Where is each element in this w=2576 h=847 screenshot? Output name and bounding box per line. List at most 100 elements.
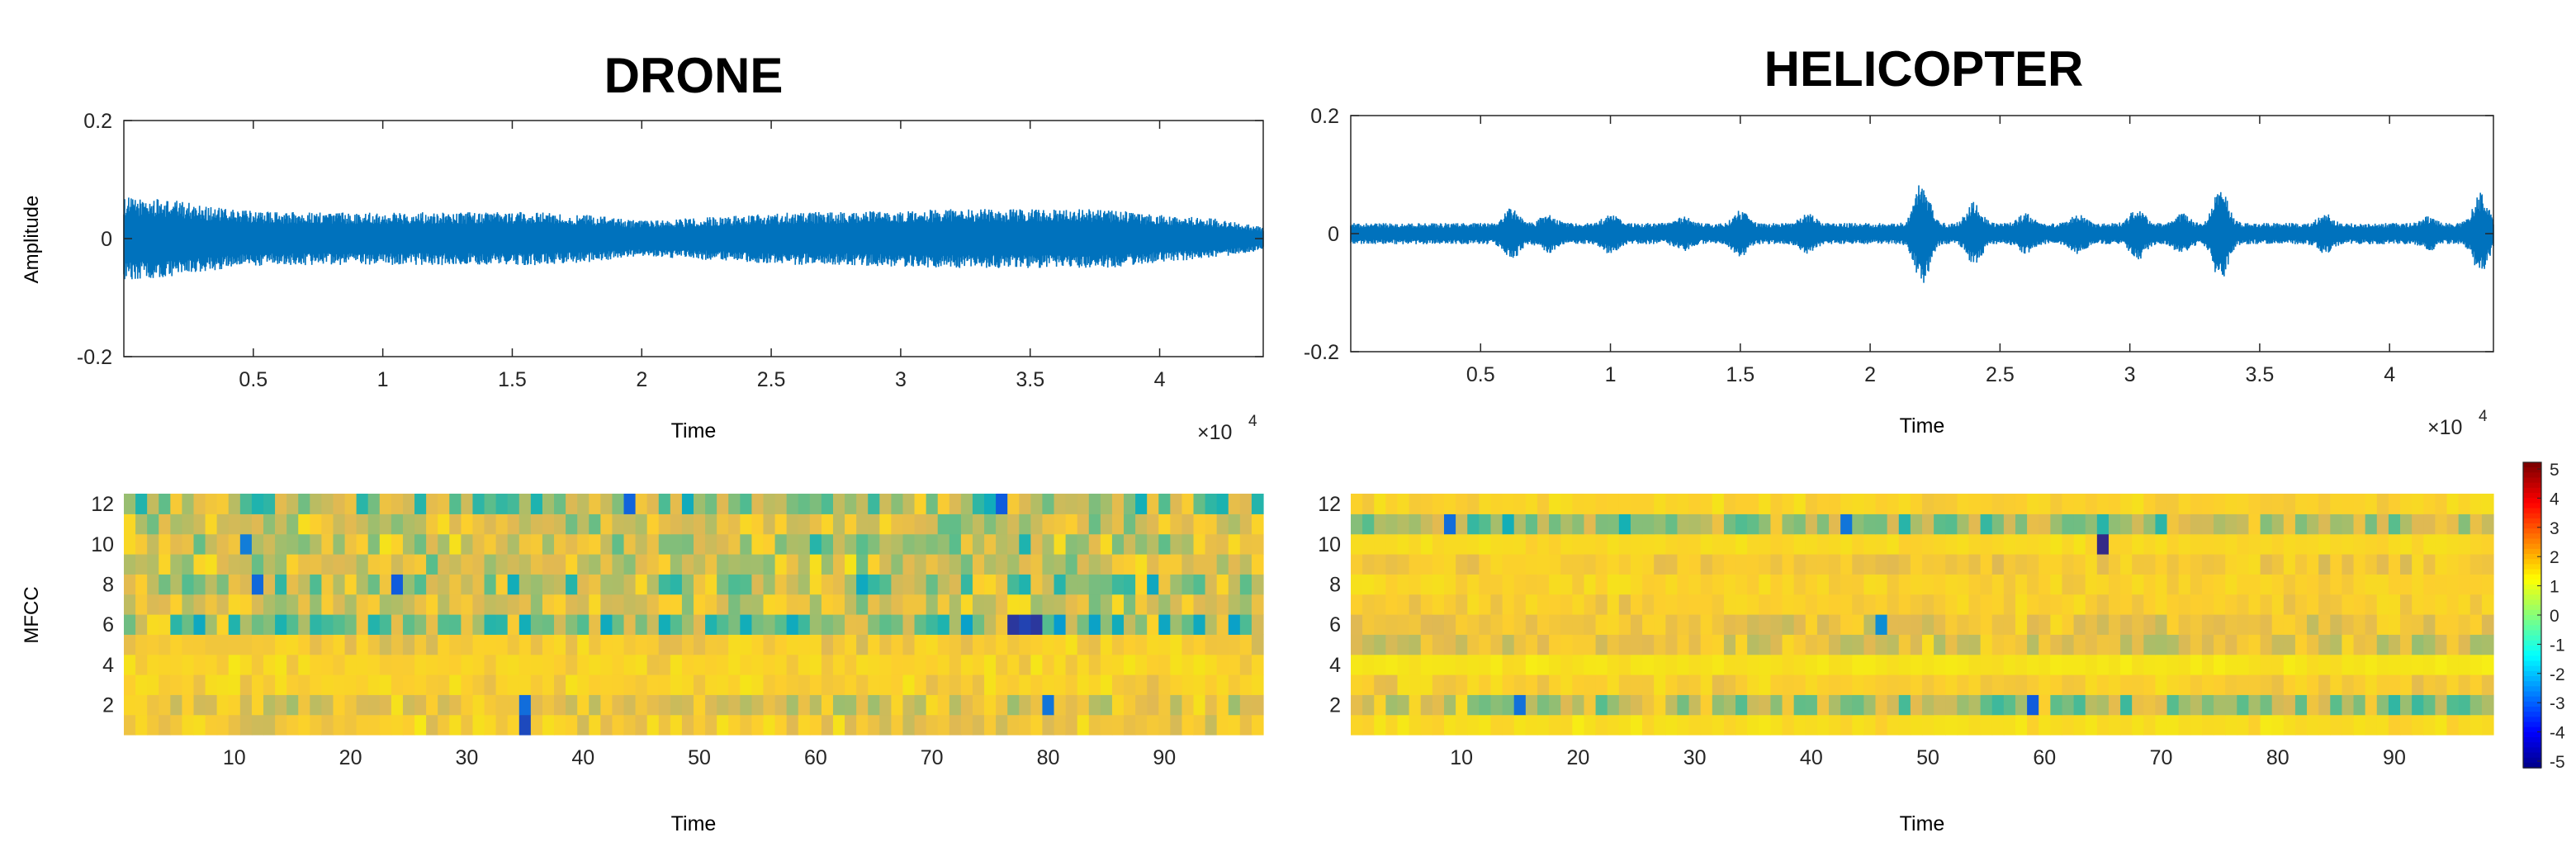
- mfcc-cell: [1770, 634, 1783, 655]
- mfcc-cell: [2166, 594, 2180, 615]
- mfcc-cell: [1030, 674, 1044, 695]
- colorbar-segment: [2523, 554, 2541, 560]
- mfcc-cell: [402, 574, 415, 595]
- mfcc-cell: [1420, 513, 1433, 535]
- mfcc-cell: [1945, 714, 1958, 736]
- mfcc-cell: [2062, 594, 2075, 615]
- mfcc-cell: [937, 614, 950, 635]
- mfcc-cell: [1479, 594, 1492, 615]
- mfcc-cell: [205, 694, 218, 716]
- mfcc-cell: [845, 614, 857, 635]
- mfcc-cell: [519, 513, 532, 535]
- mfcc-cell: [321, 694, 334, 716]
- mfcc-cell: [856, 594, 869, 615]
- mfcc-cell: [1677, 513, 1690, 535]
- mfcc-cell: [2330, 574, 2343, 595]
- mfcc-cell: [1957, 694, 1970, 716]
- mfcc-cell: [310, 634, 322, 655]
- mfcc-cell: [1816, 614, 1830, 635]
- mfcc-cell: [1759, 554, 1772, 575]
- mfcc-cell: [239, 654, 253, 675]
- mfcc-cell: [2248, 614, 2261, 635]
- mfcc-cell: [1420, 694, 1433, 716]
- x-tick-label: 40: [571, 746, 594, 769]
- mfcc-cell: [740, 634, 753, 655]
- mfcc-cell: [960, 594, 973, 615]
- mfcc-cell: [809, 654, 822, 675]
- mfcc-cell: [740, 714, 753, 736]
- mfcc-cell: [1088, 554, 1101, 575]
- mfcc-cell: [1432, 594, 1445, 615]
- mfcc-cell: [2248, 494, 2261, 514]
- mfcc-cell: [1712, 574, 1725, 595]
- mfcc-cell: [2096, 694, 2110, 716]
- mfcc-cell: [1595, 494, 1608, 514]
- colorbar-segment: [2523, 482, 2541, 489]
- mfcc-cell: [333, 674, 346, 695]
- mfcc-cell: [182, 494, 195, 514]
- mfcc-cell: [751, 674, 765, 695]
- mfcc-cell: [1770, 554, 1783, 575]
- mfcc-cell: [1443, 634, 1456, 655]
- mfcc-cell: [740, 594, 753, 615]
- x-exponent-power: 4: [2479, 408, 2488, 425]
- mfcc-cell: [2155, 674, 2168, 695]
- mfcc-cell: [1135, 714, 1148, 736]
- mfcc-cell: [1490, 513, 1503, 535]
- mfcc-cell: [2003, 654, 2016, 675]
- mfcc-cell: [1723, 714, 1736, 736]
- mfcc-cell: [1852, 594, 1864, 615]
- mfcc-cell: [1513, 614, 1527, 635]
- mfcc-cell: [1840, 554, 1853, 575]
- mfcc-cell: [1030, 513, 1044, 535]
- mfcc-cell: [2237, 674, 2250, 695]
- mfcc-cell: [286, 614, 299, 635]
- mfcc-cell: [1409, 554, 1422, 575]
- mfcc-cell: [461, 654, 474, 675]
- mfcc-cell: [1829, 494, 1841, 514]
- mfcc-cell: [832, 494, 845, 514]
- mfcc-cell: [879, 634, 892, 655]
- mfcc-cell: [1910, 654, 1923, 675]
- mfcc-cell: [124, 594, 136, 615]
- mfcc-cell: [914, 714, 927, 736]
- mfcc-cell: [1019, 594, 1031, 615]
- mfcc-cell: [1549, 654, 1561, 675]
- mfcc-cell: [2003, 614, 2016, 635]
- mfcc-cell: [2435, 654, 2448, 675]
- mfcc-cell: [670, 594, 683, 615]
- mfcc-cell: [1560, 694, 1573, 716]
- mfcc-cell: [414, 594, 427, 615]
- mfcc-cell: [879, 594, 892, 615]
- mfcc-cell: [1957, 614, 1970, 635]
- mfcc-cell: [1945, 554, 1958, 575]
- mfcc-cell: [635, 554, 648, 575]
- mfcc-cell: [856, 574, 869, 595]
- mfcc-cell: [2365, 694, 2378, 716]
- mfcc-cell: [402, 674, 415, 695]
- mfcc-cell: [1124, 654, 1136, 675]
- mfcc-cell: [159, 694, 171, 716]
- mfcc-cell: [868, 694, 880, 716]
- mfcc-cell: [832, 554, 845, 575]
- mfcc-cell: [2085, 594, 2098, 615]
- mfcc-cell: [1537, 614, 1550, 635]
- mfcc-cell: [612, 594, 625, 615]
- mfcc-cell: [1111, 574, 1125, 595]
- mfcc-cell: [1816, 494, 1830, 514]
- mfcc-cell: [2190, 674, 2203, 695]
- mfcc-cell: [2120, 634, 2133, 655]
- mfcc-cell: [2120, 533, 2133, 555]
- mfcc-cell: [996, 694, 1008, 716]
- mfcc-cell: [1898, 533, 1911, 555]
- mfcc-cell: [2096, 654, 2110, 675]
- x-tick-label: 50: [688, 746, 711, 769]
- mfcc-cell: [2318, 714, 2331, 736]
- mfcc-cell: [996, 714, 1008, 736]
- mfcc-cell: [530, 714, 543, 736]
- mfcc-cell: [2003, 594, 2016, 615]
- mfcc-cell: [1065, 594, 1078, 615]
- mfcc-cell: [1088, 694, 1101, 716]
- mfcc-cell: [193, 554, 206, 575]
- x-tick-label: 90: [2383, 746, 2406, 769]
